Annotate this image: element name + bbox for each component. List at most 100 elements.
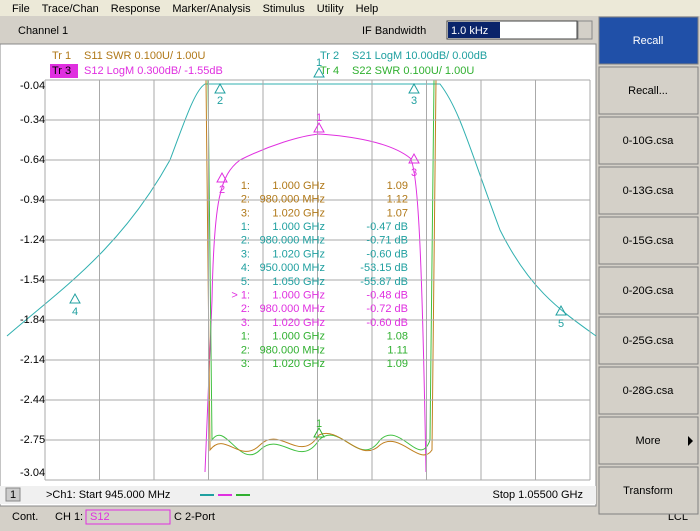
softkey-label: 0-28G.csa — [623, 385, 675, 397]
y-axis-label: -2.14 — [20, 354, 45, 366]
plot-footer — [0, 486, 596, 504]
softkey[interactable] — [598, 416, 699, 465]
trace-params: S11 SWR 0.100U/ 1.00U — [84, 50, 206, 62]
y-axis-label: -0.04 — [20, 80, 45, 92]
marker-triangle — [214, 82, 226, 94]
marker-num: 2: — [241, 303, 250, 315]
marker-label: 5 — [558, 318, 564, 330]
marker-freq: 1.000 GHz — [272, 221, 325, 233]
softkey[interactable] — [598, 66, 699, 115]
trace-id[interactable]: Tr 2 — [320, 50, 339, 62]
marker-value: -0.71 dB — [366, 235, 408, 247]
marker-freq: 1.000 GHz — [272, 290, 325, 302]
marker-value: -0.60 dB — [366, 248, 408, 260]
menu-item[interactable]: Help — [356, 3, 379, 15]
y-axis-label: -0.94 — [20, 194, 45, 206]
marker-freq: 1.000 GHz — [272, 180, 325, 192]
marker-num: 3: — [241, 248, 250, 260]
status-bar — [0, 508, 700, 526]
marker-value: -53.15 dB — [360, 262, 408, 274]
trace-id[interactable]: Tr 4 — [320, 65, 339, 77]
y-axis-label: -1.84 — [20, 314, 45, 326]
marker-freq: 980.000 MHz — [260, 194, 325, 206]
marker-num: 3: — [241, 317, 250, 329]
marker-value: -0.72 dB — [366, 303, 408, 315]
softkey[interactable] — [598, 466, 699, 515]
menu-item[interactable]: Utility — [317, 3, 344, 15]
marker-num: 1: — [241, 221, 250, 233]
status-item: CH 1: — [55, 511, 83, 523]
status-s12-box — [85, 509, 171, 525]
marker-value: -0.48 dB — [366, 290, 408, 302]
marker-label: 1 — [316, 112, 322, 124]
marker-value: 1.07 — [387, 207, 408, 219]
marker-value: 1.09 — [387, 180, 408, 192]
trace-s21 — [6, 83, 597, 337]
softkey-label: Recall... — [628, 85, 668, 97]
softkey[interactable] — [598, 16, 699, 65]
menu-item[interactable]: File — [12, 3, 30, 15]
marker-label: 3 — [411, 167, 417, 179]
trace-id[interactable]: Tr 3 — [52, 65, 71, 77]
menu-item[interactable]: Stimulus — [263, 3, 306, 15]
marker-num: 2: — [241, 194, 250, 206]
y-axis-label: -2.75 — [20, 434, 45, 446]
if-value: 1.0 kHz — [451, 25, 488, 37]
menu-item[interactable]: Marker/Analysis — [172, 3, 251, 15]
marker-value: 1.08 — [387, 331, 408, 343]
marker-freq: 1.020 GHz — [272, 207, 325, 219]
softkey-label: Transform — [623, 485, 673, 497]
marker-value: 1.11 — [387, 344, 408, 356]
y-axis-label: -1.54 — [20, 274, 45, 286]
marker-num: 1: — [241, 180, 250, 192]
y-axis-label: -1.24 — [20, 234, 45, 246]
trace-s11 — [205, 79, 437, 456]
spinner[interactable] — [577, 20, 593, 40]
status-item: Cont. — [12, 511, 38, 523]
marker-triangle — [69, 292, 81, 304]
softkey[interactable] — [598, 366, 699, 415]
if-selection — [448, 22, 500, 38]
marker-freq: 1.020 GHz — [272, 358, 325, 370]
channel-num-box — [5, 487, 21, 502]
marker-freq: 1.000 GHz — [272, 331, 325, 343]
marker-freq: 980.000 MHz — [260, 303, 325, 315]
marker-value: 1.12 — [387, 194, 408, 206]
softkey[interactable] — [598, 316, 699, 365]
if-label: IF Bandwidth — [362, 25, 426, 37]
status-item: S12 — [90, 511, 110, 523]
marker-triangle — [408, 82, 420, 94]
marker-value: -0.60 dB — [366, 317, 408, 329]
marker-freq: 980.000 MHz — [260, 344, 325, 356]
marker-num: 5: — [241, 276, 250, 288]
trace-params: S21 LogM 10.00dB/ 0.00dB — [352, 50, 487, 62]
marker-triangle — [313, 426, 325, 438]
y-axis-label: -0.64 — [20, 154, 45, 166]
softkey[interactable] — [598, 116, 699, 165]
marker-triangle — [408, 152, 420, 164]
marker-label: 1 — [316, 57, 322, 69]
marker-triangle — [313, 121, 325, 133]
marker-num: 2: — [241, 235, 250, 247]
softkey-label: More — [635, 435, 660, 447]
menu-bar — [0, 0, 700, 16]
softkey[interactable] — [598, 216, 699, 265]
trace-id[interactable]: Tr 1 — [52, 50, 71, 62]
marker-num: 4: — [241, 262, 250, 274]
start-freq: >Ch1: Start 945.000 MHz — [46, 489, 170, 501]
marker-label: 4 — [72, 306, 78, 318]
active-trace-box — [50, 64, 78, 78]
menu-item[interactable]: Trace/Chan — [42, 3, 99, 15]
softkey[interactable] — [598, 266, 699, 315]
marker-triangle — [216, 171, 228, 183]
trace-params: S22 SWR 0.100U/ 1.00U — [352, 65, 474, 77]
more-arrow — [688, 436, 693, 446]
marker-value: 1.09 — [387, 358, 408, 370]
marker-num: 3: — [241, 358, 250, 370]
marker-label: 2 — [217, 95, 223, 107]
marker-label: 3 — [411, 95, 417, 107]
softkey[interactable] — [598, 166, 699, 215]
marker-num: 1: — [241, 331, 250, 343]
menu-item[interactable]: Response — [111, 3, 161, 15]
